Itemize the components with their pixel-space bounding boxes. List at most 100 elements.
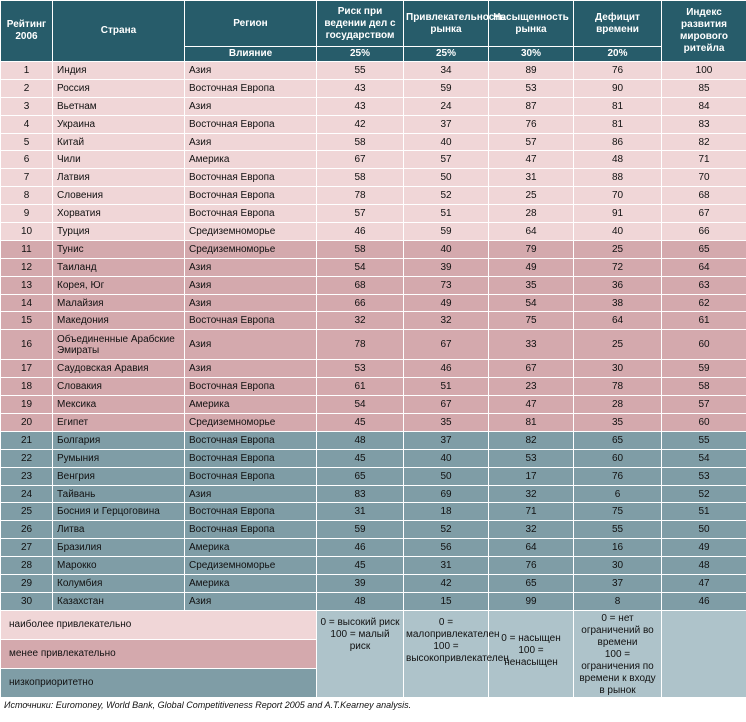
country-cell: Объединенные Арабские Эмираты (52, 329, 185, 361)
region-cell: Азия (184, 293, 317, 313)
region-cell: Восточная Европа (184, 311, 317, 331)
saturation-cell: 64 (488, 538, 574, 558)
rank-cell: 8 (0, 186, 53, 206)
saturation-cell: 31 (488, 168, 574, 188)
index-cell: 51 (661, 502, 746, 522)
risk-cell: 48 (316, 591, 404, 611)
table-row: 11 Тунис Средиземноморье 58 40 79 25 65 (0, 239, 746, 259)
rank-cell: 25 (0, 502, 53, 522)
country-cell: Чили (52, 150, 185, 170)
risk-cell: 55 (316, 61, 404, 80)
saturation-cell: 67 (488, 359, 574, 379)
table-row: 9 Хорватия Восточная Европа 57 51 28 91 67 (0, 204, 746, 224)
table-row: 8 Словения Восточная Европа 78 52 25 70 68 (0, 186, 746, 206)
time-pressure-cell: 8 (573, 591, 662, 611)
region-cell: Америка (184, 538, 317, 558)
region-cell: Азия (184, 591, 317, 611)
region-cell: Средиземноморье (184, 222, 317, 241)
saturation-cell: 87 (488, 96, 574, 116)
risk-cell: 57 (316, 204, 404, 224)
region-cell: Азия (184, 257, 317, 277)
rank-cell: 9 (0, 204, 53, 224)
attractiveness-cell: 40 (403, 448, 489, 468)
region-cell: Азия (184, 329, 317, 361)
table-row: 15 Македония Восточная Европа 32 32 75 64 61 (0, 311, 746, 331)
risk-cell: 54 (316, 257, 404, 277)
time-pressure-cell: 86 (573, 132, 662, 152)
attractiveness-cell: 18 (403, 502, 489, 522)
region-cell: Средиземноморье (184, 413, 317, 432)
risk-cell: 59 (316, 520, 404, 540)
saturation-cell: 53 (488, 448, 574, 468)
rank-cell: 12 (0, 257, 53, 277)
index-cell: 83 (661, 114, 746, 134)
country-cell: Хорватия (52, 204, 185, 224)
time-pressure-cell: 72 (573, 257, 662, 277)
risk-cell: 78 (316, 186, 404, 206)
region-cell: Восточная Европа (184, 466, 317, 486)
rank-cell: 1 (0, 61, 53, 80)
retail-index-table: Рейтинг 2006 Страна Регион Риск при веде… (0, 0, 746, 698)
risk-cell: 39 (316, 574, 404, 593)
header-influence: Влияние (184, 46, 317, 62)
table-row: 16 Объединенные Арабские Эмираты Азия 78 67 3… (0, 329, 746, 361)
index-cell: 63 (661, 275, 746, 295)
time-pressure-cell: 25 (573, 329, 662, 361)
risk-cell: 68 (316, 275, 404, 295)
attractiveness-cell: 51 (403, 377, 489, 397)
attractiveness-cell: 50 (403, 168, 489, 188)
region-cell: Америка (184, 395, 317, 415)
weight-time-pressure: 20% (573, 46, 662, 62)
time-pressure-cell: 38 (573, 293, 662, 313)
time-pressure-cell: 30 (573, 556, 662, 576)
saturation-cell: 75 (488, 311, 574, 331)
rank-cell: 22 (0, 448, 53, 468)
time-pressure-cell: 88 (573, 168, 662, 188)
time-pressure-cell: 91 (573, 204, 662, 224)
index-cell: 60 (661, 413, 746, 432)
region-cell: Азия (184, 132, 317, 152)
weight-risk: 25% (316, 46, 404, 62)
time-pressure-cell: 25 (573, 239, 662, 259)
index-cell: 59 (661, 359, 746, 379)
legend-saturation-note: 0 = насыщен 100 = ненасыщен (488, 609, 574, 698)
attractiveness-cell: 67 (403, 395, 489, 415)
attractiveness-cell: 39 (403, 257, 489, 277)
rank-cell: 29 (0, 574, 53, 593)
rank-cell: 6 (0, 150, 53, 170)
table-row: 23 Венгрия Восточная Европа 65 50 17 76 53 (0, 466, 746, 486)
risk-cell: 66 (316, 293, 404, 313)
time-note-text: 0 = нет ограничений во времени 100 = огр… (579, 612, 656, 696)
region-cell: Восточная Европа (184, 78, 317, 98)
table-row: 14 Малайзия Азия 66 49 54 38 62 (0, 293, 746, 313)
country-cell: Китай (52, 132, 185, 152)
index-cell: 48 (661, 556, 746, 576)
risk-cell: 43 (316, 78, 404, 98)
index-cell: 82 (661, 132, 746, 152)
legend-low-priority: низкоприоритетно (0, 667, 317, 698)
saturation-cell: 35 (488, 275, 574, 295)
region-cell: Восточная Европа (184, 430, 317, 450)
attractiveness-cell: 35 (403, 413, 489, 432)
rank-cell: 21 (0, 430, 53, 450)
region-cell: Азия (184, 484, 317, 504)
table-row: 20 Египет Средиземноморье 45 35 81 35 60 (0, 413, 746, 432)
attractiveness-cell: 24 (403, 96, 489, 116)
saturation-cell: 17 (488, 466, 574, 486)
table-row: 6 Чили Америка 67 57 47 48 71 (0, 150, 746, 170)
weight-attractiveness: 25% (403, 46, 489, 62)
country-cell: Египет (52, 413, 185, 432)
rank-cell: 13 (0, 275, 53, 295)
region-cell: Азия (184, 359, 317, 379)
country-cell: Марокко (52, 556, 185, 576)
index-cell: 47 (661, 574, 746, 593)
time-pressure-cell: 75 (573, 502, 662, 522)
attractiveness-cell: 37 (403, 430, 489, 450)
rank-cell: 4 (0, 114, 53, 134)
country-cell: Латвия (52, 168, 185, 188)
attractiveness-cell: 31 (403, 556, 489, 576)
region-cell: Средиземноморье (184, 239, 317, 259)
country-cell: Украина (52, 114, 185, 134)
legend-time-note: 0 = нет ограничений во времени 100 = огр… (573, 609, 662, 698)
country-cell: Индия (52, 61, 185, 80)
